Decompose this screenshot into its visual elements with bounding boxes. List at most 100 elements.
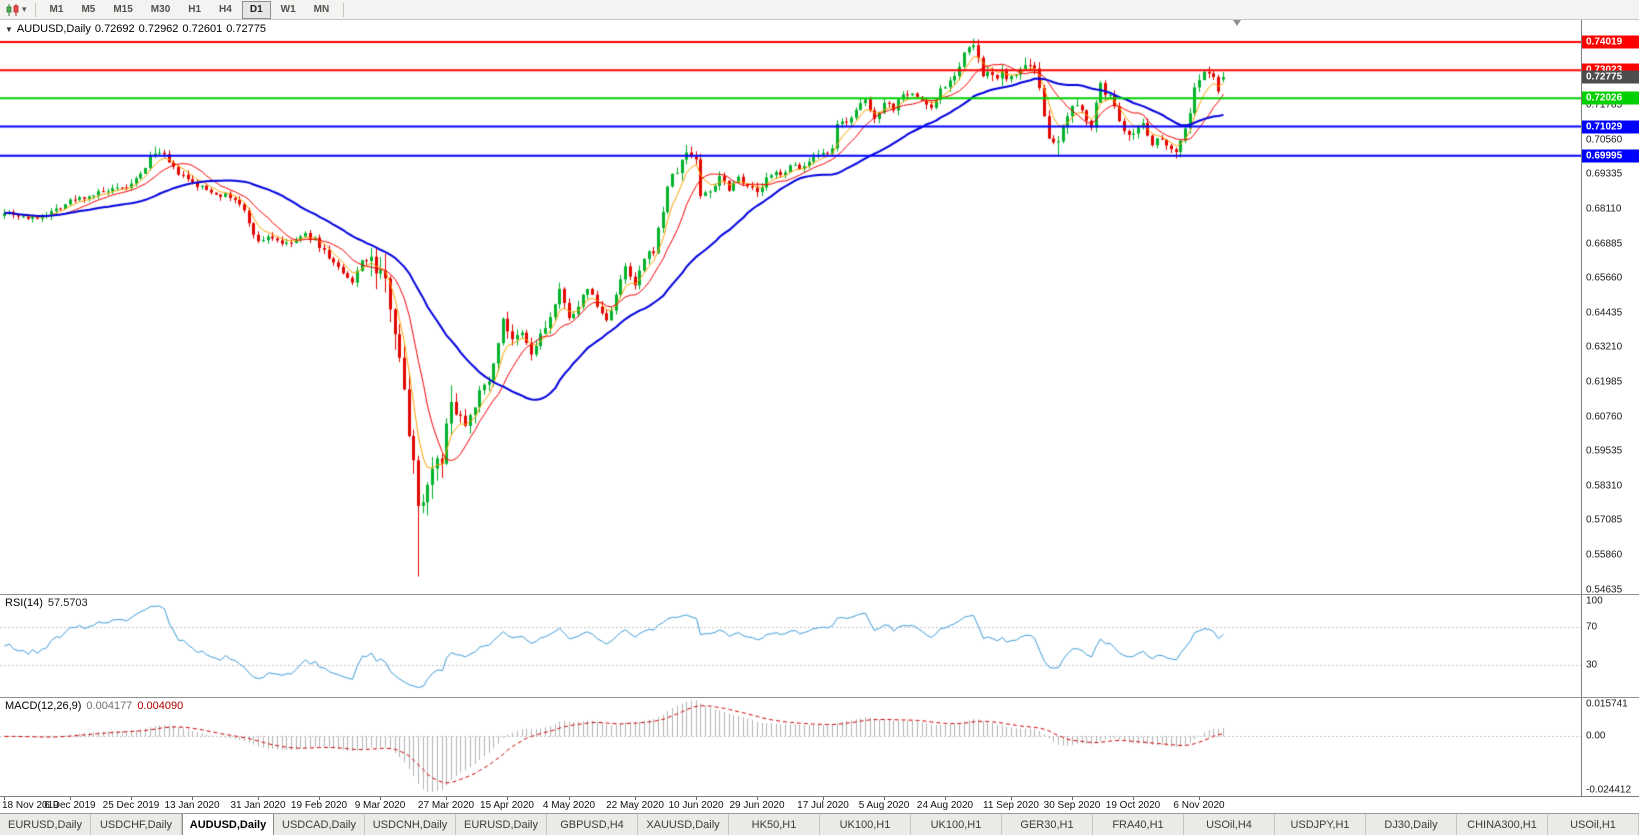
macd-scale-tick: 0.00: [1586, 730, 1606, 742]
candlestick-chart-icon[interactable]: [4, 3, 22, 17]
rsi-scale-tick: 30: [1586, 659, 1598, 671]
chart-symbol-label: AUDUSD,Daily: [16, 23, 91, 35]
date-label: 27 Mar 2020: [417, 800, 475, 811]
chart-tab-usoil-h1[interactable]: USOil,H1: [1548, 814, 1639, 835]
macd-main-value: 0.004177: [86, 700, 133, 712]
macd-plot[interactable]: [0, 698, 1581, 796]
date-label: 24 Aug 2020: [916, 800, 974, 811]
current-price-label: 0.72775: [1582, 70, 1639, 84]
date-label: 17 Jul 2020: [797, 800, 849, 811]
ohlc-high: 0.72962: [138, 23, 179, 35]
hline-price-label: 0.69995: [1582, 149, 1639, 163]
pane-separator[interactable]: [0, 594, 1639, 595]
chart-tab-usdchf-daily[interactable]: USDCHF,Daily: [91, 814, 182, 835]
time-axis-tick: [131, 797, 132, 800]
time-axis-tick: [945, 797, 946, 800]
macd-scale[interactable]: 0.015741 0.00 -0.024412: [1581, 698, 1639, 796]
chart-tab-usdcad-daily[interactable]: USDCAD,Daily: [274, 814, 365, 835]
date-label: 6 Nov 2020: [1173, 800, 1225, 811]
price-scale-tick: 0.63210: [1586, 341, 1623, 353]
macd-signal-value: 0.004090: [137, 700, 184, 712]
price-scale-tick: 0.58310: [1586, 480, 1623, 492]
chart-tab-uk100-h1[interactable]: UK100,H1: [911, 814, 1002, 835]
date-label: 19 Oct 2020: [1105, 800, 1161, 811]
price-scale-tick: 0.65660: [1586, 272, 1623, 284]
date-label: 6 Dec 2019: [44, 800, 96, 811]
time-axis-tick: [70, 797, 71, 800]
time-axis-tick: [1199, 797, 1200, 800]
chart-tab-dj30-daily[interactable]: DJ30,Daily: [1366, 814, 1457, 835]
date-label: 30 Sep 2020: [1043, 800, 1101, 811]
date-label: 4 May 2020: [542, 800, 596, 811]
price-scale[interactable]: 0.71785 0.70560 0.69335 0.68110 0.66885 0.656…: [1581, 20, 1639, 594]
macd-title: MACD(12,26,9): [5, 700, 82, 712]
price-pane[interactable]: ▼ AUDUSD,Daily 0.72692 0.72962 0.72601 0.7277…: [0, 20, 1639, 594]
time-axis-tick: [569, 797, 570, 800]
time-axis-tick: [319, 797, 320, 800]
date-label: 31 Jan 2020: [230, 800, 286, 811]
price-scale-tick: 0.66885: [1586, 238, 1623, 250]
timeframe-button-h4[interactable]: H4: [219, 3, 232, 15]
date-label: 25 Dec 2019: [102, 800, 160, 811]
timeframe-button-m15[interactable]: M15: [113, 3, 133, 15]
toolbar-separator: [343, 2, 345, 17]
toolbar-separator: [34, 2, 36, 17]
timeframe-toolbar: ▾ M1 M5 M15 M30 H1 H4 D1 W1 MN: [0, 0, 1639, 20]
price-scale-tick: 0.64435: [1586, 307, 1623, 319]
rsi-pane[interactable]: RSI(14) 57.5703 100 70 30: [0, 595, 1639, 697]
rsi-scale-tick: 70: [1586, 621, 1598, 633]
timeframe-button-m1[interactable]: M1: [49, 3, 64, 15]
time-axis-tick: [446, 797, 447, 800]
chart-tab-uk100-h1[interactable]: UK100,H1: [820, 814, 911, 835]
chart-tab-eurusd-daily[interactable]: EURUSD,Daily: [0, 814, 91, 835]
chart-tab-china300-h1[interactable]: CHINA300,H1: [1457, 814, 1548, 835]
time-axis-tick: [192, 797, 193, 800]
chart-tab-audusd-daily[interactable]: AUDUSD,Daily: [182, 814, 274, 835]
chart-tab-gbpusd-h4[interactable]: GBPUSD,H4: [547, 814, 638, 835]
date-label: 15 Apr 2020: [480, 800, 534, 811]
price-plot[interactable]: [0, 20, 1581, 594]
rsi-canvas: [0, 595, 1581, 697]
macd-scale-tick: 0.015741: [1586, 698, 1628, 710]
time-axis[interactable]: 18 Nov 2019 6 Dec 2019 25 Dec 2019 13 Jan 2…: [0, 796, 1639, 813]
ohlc-info: ▼ AUDUSD,Daily 0.72692 0.72962 0.72601 0.7277…: [5, 23, 270, 35]
chart-tab-fra40-h1[interactable]: FRA40,H1: [1093, 814, 1184, 835]
macd-pane[interactable]: MACD(12,26,9) 0.004177 0.004090 0.015741 0.…: [0, 698, 1639, 796]
hline-price-label: 0.71029: [1582, 120, 1639, 134]
price-scale-tick: 0.54635: [1586, 584, 1623, 594]
time-axis-tick: [380, 797, 381, 800]
time-axis-tick: [258, 797, 259, 800]
rsi-value: 57.5703: [47, 597, 88, 609]
hline-price-label: 0.72026: [1582, 91, 1639, 105]
rsi-plot[interactable]: [0, 595, 1581, 697]
price-scale-tick: 0.70560: [1586, 134, 1623, 146]
chart-tab-eurusd-daily[interactable]: EURUSD,Daily: [456, 814, 547, 835]
timeframe-button-m30[interactable]: M30: [150, 3, 171, 15]
macd-label: MACD(12,26,9) 0.004177 0.004090: [5, 700, 183, 712]
price-scale-tick: 0.61985: [1586, 376, 1623, 388]
time-axis-tick: [507, 797, 508, 800]
chart-tab-usdcnh-daily[interactable]: USDCNH,Daily: [365, 814, 456, 835]
price-scale-tick: 0.57085: [1586, 514, 1623, 526]
price-scale-tick: 0.55860: [1586, 549, 1623, 561]
chart-tab-ger30-h1[interactable]: GER30,H1: [1002, 814, 1093, 835]
timeframe-button-h1[interactable]: H1: [188, 3, 202, 15]
timeframe-button-m5[interactable]: M5: [81, 3, 96, 15]
rsi-scale[interactable]: 100 70 30: [1581, 595, 1639, 697]
time-axis-tick: [757, 797, 758, 800]
timeframe-button-d1[interactable]: D1: [241, 0, 271, 19]
chart-shift-marker: [1233, 20, 1241, 26]
chart-tab-usdjpy-h1[interactable]: USDJPY,H1: [1275, 814, 1366, 835]
chart-tab-usoil-h4[interactable]: USOil,H4: [1184, 814, 1275, 835]
chart-tab-xauusd-daily[interactable]: XAUUSD,Daily: [638, 814, 729, 835]
timeframe-button-mn[interactable]: MN: [313, 3, 330, 15]
one-click-trading-icon[interactable]: ▼: [5, 25, 13, 34]
pane-separator[interactable]: [0, 697, 1639, 698]
rsi-label: RSI(14) 57.5703: [5, 597, 88, 609]
chart-type-dropdown-icon[interactable]: ▾: [22, 4, 27, 14]
timeframe-button-w1[interactable]: W1: [280, 3, 296, 15]
time-axis-tick: [1011, 797, 1012, 800]
price-scale-tick: 0.60760: [1586, 411, 1623, 423]
chart-tab-hk50-h1[interactable]: HK50,H1: [729, 814, 820, 835]
